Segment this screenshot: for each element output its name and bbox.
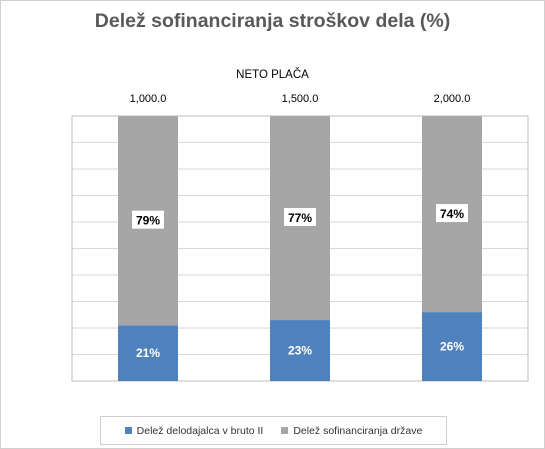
category-label: 2,000.0 [434,93,471,105]
data-label: 77% [288,211,312,225]
data-label: 23% [288,344,312,358]
chart-title: Delež sofinanciranja stroškov dela (%) [94,10,451,32]
category-label: 1,000.0 [130,93,167,105]
legend-swatch-state [281,427,289,434]
legend-swatch-employer [124,427,132,434]
data-label-box [132,210,164,229]
legend-label-employer: Delež delodajalca v bruto II [136,424,264,437]
x-axis-title: NETO PLAČA [236,69,309,81]
legend-item-employer: Delež delodajalca v bruto II [124,424,264,437]
data-label: 74% [440,207,464,221]
bar-segment [422,312,482,381]
data-label-box [284,208,316,227]
data-label: 21% [136,346,160,360]
bar-segment [270,320,330,381]
data-label-box [436,204,468,223]
legend: Delež delodajalca v bruto II Delež sofin… [100,416,447,445]
legend-label-state: Delež sofinanciranja države [293,424,423,437]
data-label: 26% [440,340,464,354]
legend-item-state: Delež sofinanciranja države [281,425,422,437]
data-label: 79% [136,214,160,228]
bar-segment [118,325,178,381]
category-label: 1,500.0 [282,93,319,105]
